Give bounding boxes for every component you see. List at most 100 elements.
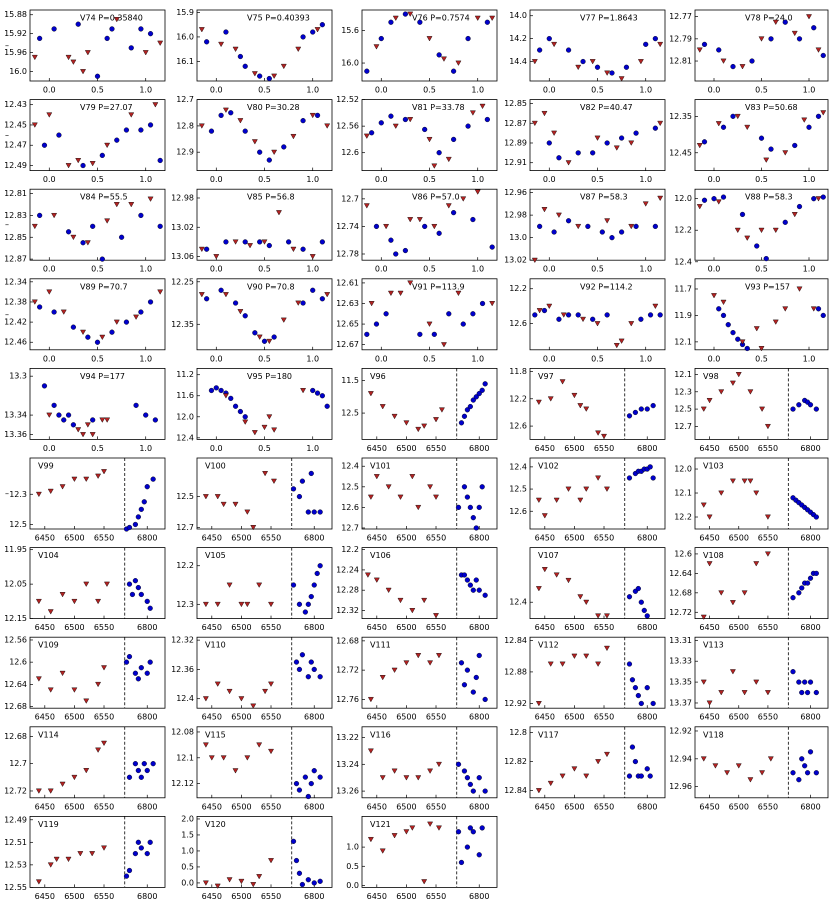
y-tick-label: 12.53	[4, 860, 27, 869]
data-point	[458, 420, 465, 426]
y-tick-label: 12.8	[176, 121, 194, 130]
data-point	[556, 155, 562, 161]
data-point	[650, 700, 656, 707]
data-point	[626, 475, 633, 481]
x-tick-label: 6550	[426, 892, 446, 901]
panel-title: V113	[703, 641, 724, 650]
data-point	[590, 316, 596, 322]
data-point	[208, 128, 215, 134]
data-point	[604, 312, 610, 318]
x-tick-label: 6500	[231, 802, 251, 811]
panel-title: V110	[205, 641, 226, 650]
y-tick-label: 12.32	[171, 636, 194, 645]
panel-title: V119	[38, 820, 59, 829]
data-point	[403, 775, 410, 781]
data-point	[37, 212, 43, 219]
data-point	[378, 35, 384, 42]
data-point	[632, 409, 638, 416]
data-point	[813, 406, 819, 412]
panel-title: V109	[38, 641, 59, 650]
data-point	[220, 501, 227, 508]
data-point	[753, 490, 760, 496]
data-point	[198, 27, 205, 33]
data-point	[461, 682, 468, 688]
data-point	[83, 698, 90, 704]
x-tick-label: 1.0	[306, 354, 319, 363]
data-point	[314, 112, 321, 118]
data-point	[796, 36, 803, 42]
data-point	[144, 767, 150, 774]
y-tick-label: 12.28	[336, 586, 359, 595]
y-tick-label: 12.84	[504, 786, 527, 795]
data-point	[80, 240, 86, 246]
data-point	[796, 402, 802, 408]
data-point	[711, 293, 717, 299]
data-point	[546, 140, 552, 146]
x-tick-label: 6450	[699, 802, 719, 811]
y-tick-label: 12.6	[509, 319, 527, 328]
x-tick-label: 1.0	[471, 86, 484, 95]
data-point	[553, 572, 560, 578]
data-point	[80, 432, 86, 438]
data-point	[458, 859, 465, 866]
data-point	[555, 212, 562, 218]
data-point	[262, 688, 269, 695]
data-point	[204, 39, 210, 45]
data-point	[144, 670, 150, 676]
data-point	[470, 515, 476, 521]
panel-title: V78 P=24.0	[745, 14, 793, 23]
data-point	[31, 299, 38, 305]
y-tick-label: 12.24	[336, 565, 359, 574]
plot-frame	[361, 457, 498, 530]
data-point	[271, 73, 278, 79]
x-tick-label: 0.5	[591, 86, 604, 95]
y-tick-label: 12.38	[4, 297, 27, 306]
panel-title: V118	[703, 730, 724, 739]
y-tick-label: 0.0	[346, 881, 359, 890]
data-point	[532, 312, 538, 318]
data-point	[51, 309, 57, 315]
x-tick-label: 0.0	[43, 444, 56, 453]
data-point	[799, 689, 805, 696]
data-point	[583, 599, 590, 606]
data-point	[204, 246, 210, 252]
y-tick-label: 12.7	[674, 422, 692, 431]
data-point	[706, 700, 713, 706]
data-point	[90, 223, 96, 229]
data-point	[71, 598, 78, 605]
data-point	[796, 679, 802, 685]
data-point	[202, 494, 209, 500]
x-tick-label: 6500	[64, 623, 84, 632]
y-tick-label: 1.0	[346, 843, 359, 852]
data-point	[244, 509, 251, 515]
data-point	[764, 551, 771, 557]
panel-title: V86 P=57.0	[412, 193, 460, 202]
x-tick-label: 1.0	[803, 354, 816, 363]
x-tick-label: 0.5	[91, 175, 104, 184]
y-tick-label: 12.6	[509, 422, 527, 431]
y-tick-label: 12.8	[509, 728, 527, 737]
data-point	[535, 701, 542, 707]
y-tick-label: 12.88	[504, 667, 527, 676]
x-tick-label: 0.0	[543, 86, 556, 95]
data-point	[635, 692, 641, 699]
y-tick-label: 12.96	[669, 782, 692, 791]
data-point	[138, 506, 144, 512]
data-point	[700, 756, 707, 762]
x-tick-label: 6450	[367, 892, 387, 901]
data-point	[565, 312, 572, 318]
x-tick-label: 6450	[202, 713, 222, 722]
data-point	[715, 199, 722, 205]
data-point	[271, 149, 278, 155]
y-tick-label: 0.5	[346, 862, 359, 871]
plot-frame	[196, 547, 333, 619]
data-point	[758, 36, 765, 42]
data-point	[546, 303, 553, 309]
data-point	[244, 601, 251, 608]
x-tick-label: 6500	[231, 534, 251, 543]
data-point	[725, 322, 731, 328]
data-point	[470, 587, 476, 593]
data-point	[101, 665, 107, 671]
y-tick-label: 13.24	[336, 760, 359, 769]
data-point	[706, 561, 713, 567]
